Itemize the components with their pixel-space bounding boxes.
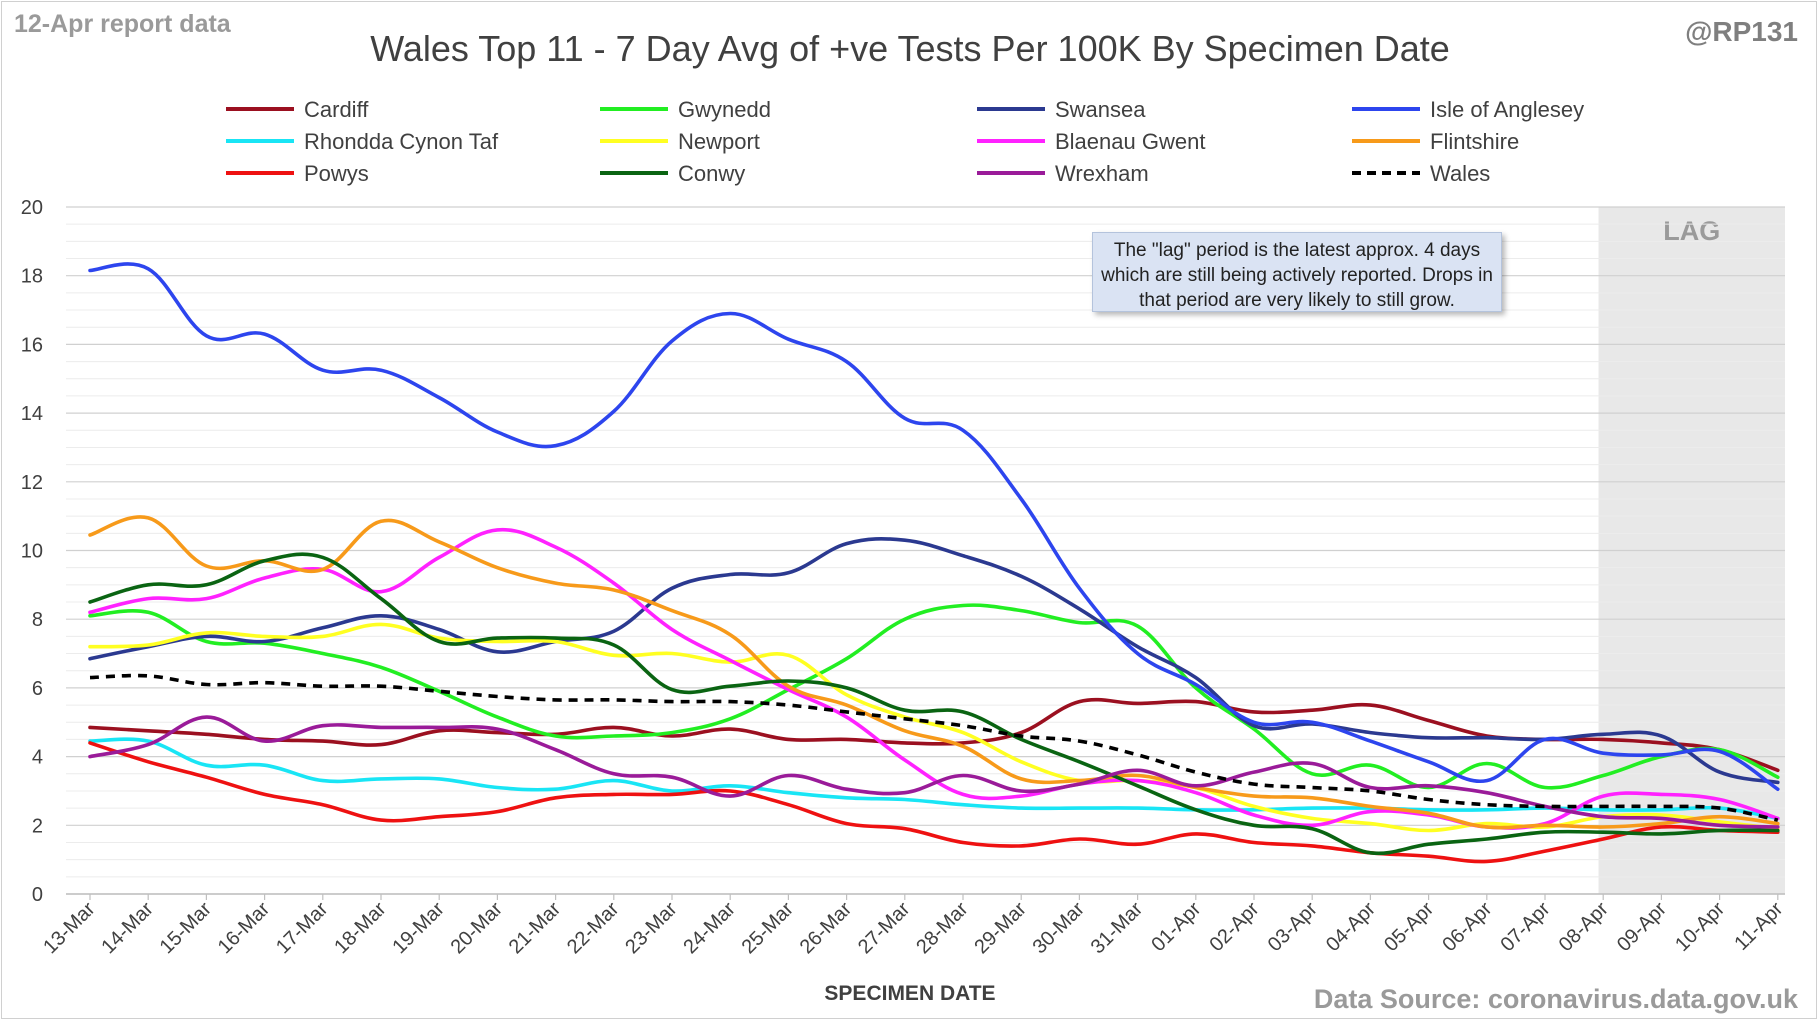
series-line-isle-of-anglesey bbox=[88, 262, 1780, 791]
y-tick-label: 10 bbox=[21, 541, 43, 563]
legend-label-rhondda-cynon-taf: Rhondda Cynon Taf bbox=[304, 129, 499, 154]
x-tick-label: 16-Mar bbox=[214, 898, 275, 959]
y-tick-label: 4 bbox=[32, 747, 43, 769]
series-line-flintshire bbox=[88, 515, 1780, 830]
x-tick-label: 05-Apr bbox=[1380, 898, 1438, 956]
legend-label-cardiff: Cardiff bbox=[304, 97, 369, 122]
x-tick-label: 20-Mar bbox=[447, 898, 508, 959]
y-tick-label: 2 bbox=[32, 815, 43, 837]
x-tick-label: 29-Mar bbox=[970, 898, 1031, 959]
x-tick-label: 14-Mar bbox=[97, 898, 158, 959]
x-tick-label: 06-Apr bbox=[1438, 898, 1496, 956]
x-tick-label: 08-Apr bbox=[1555, 898, 1613, 956]
x-tick-label: 27-Mar bbox=[854, 898, 915, 959]
report-date-label: 12-Apr report data bbox=[14, 10, 231, 38]
x-tick-label: 28-Mar bbox=[912, 898, 973, 959]
legend-label-isle-of-anglesey: Isle of Anglesey bbox=[1430, 97, 1584, 122]
legend-label-swansea: Swansea bbox=[1055, 97, 1146, 122]
y-tick-label: 12 bbox=[21, 472, 43, 494]
series-lines bbox=[88, 262, 1780, 864]
legend-label-newport: Newport bbox=[678, 129, 760, 154]
x-tick-label: 25-Mar bbox=[738, 898, 799, 959]
x-tick-label: 24-Mar bbox=[679, 898, 740, 959]
y-tick-label: 6 bbox=[32, 678, 43, 700]
x-tick-label: 10-Apr bbox=[1671, 898, 1729, 956]
series-line-conwy bbox=[88, 552, 1780, 856]
legend-label-blaenau-gwent: Blaenau Gwent bbox=[1055, 129, 1205, 154]
x-tick-label: 19-Mar bbox=[388, 898, 449, 959]
y-tick-label: 20 bbox=[21, 197, 43, 219]
y-tick-label: 18 bbox=[21, 266, 43, 288]
y-tick-label: 8 bbox=[32, 609, 43, 631]
x-tick-label: 01-Apr bbox=[1147, 898, 1205, 956]
x-tick-label: 13-Mar bbox=[39, 898, 100, 959]
x-axis-ticks: 13-Mar14-Mar15-Mar16-Mar17-Mar18-Mar19-M… bbox=[39, 894, 1788, 959]
series-line-powys bbox=[88, 741, 1780, 864]
y-axis-ticks: 0 2 4 6 8 10 12 14 16 18 20 bbox=[21, 197, 43, 906]
series-line-wrexham bbox=[88, 715, 1780, 829]
legend-label-conwy: Conwy bbox=[678, 161, 745, 186]
author-handle: @RP131 bbox=[1685, 16, 1798, 47]
x-tick-label: 09-Apr bbox=[1613, 898, 1671, 956]
data-source-label: Data Source: coronavirus.data.gov.uk bbox=[1313, 984, 1798, 1014]
x-tick-label: 02-Apr bbox=[1206, 898, 1264, 956]
series-line-swansea bbox=[88, 536, 1780, 785]
x-tick-label: 18-Mar bbox=[330, 898, 391, 959]
x-tick-label: 30-Mar bbox=[1029, 898, 1090, 959]
lag-note: The "lag" period is the latest approx. 4… bbox=[1092, 232, 1502, 312]
x-tick-label: 11-Apr bbox=[1730, 898, 1787, 955]
legend: Cardiff Gwynedd Swansea Isle of Anglesey Rho… bbox=[226, 97, 1584, 186]
x-tick-label: 26-Mar bbox=[796, 898, 857, 959]
chart-title: Wales Top 11 - 7 Day Avg of +ve Tests Pe… bbox=[370, 28, 1450, 69]
x-tick-label: 03-Apr bbox=[1264, 898, 1322, 956]
y-tick-label: 0 bbox=[32, 884, 43, 906]
gridlines bbox=[66, 206, 1785, 895]
x-tick-label: 23-Mar bbox=[621, 898, 682, 959]
series-line-rhondda-cynon-taf bbox=[88, 737, 1780, 821]
legend-label-flintshire: Flintshire bbox=[1430, 129, 1519, 154]
legend-label-wales: Wales bbox=[1430, 161, 1490, 186]
x-tick-label: 04-Apr bbox=[1322, 898, 1380, 956]
y-tick-label: 16 bbox=[21, 334, 43, 356]
x-tick-label: 17-Mar bbox=[272, 898, 333, 959]
x-tick-label: 31-Mar bbox=[1087, 898, 1148, 959]
y-tick-label: 14 bbox=[21, 403, 43, 425]
legend-label-powys: Powys bbox=[304, 161, 369, 186]
x-tick-label: 21-Mar bbox=[505, 898, 566, 959]
x-tick-label: 15-Mar bbox=[156, 898, 217, 959]
series-line-wales bbox=[89, 673, 1779, 822]
legend-label-gwynedd: Gwynedd bbox=[678, 97, 771, 122]
x-tick-label: 22-Mar bbox=[563, 898, 624, 959]
legend-label-wrexham: Wrexham bbox=[1055, 161, 1149, 186]
x-axis-title: SPECIMEN DATE bbox=[824, 982, 996, 1005]
series-line-gwynedd bbox=[88, 603, 1780, 790]
series-line-newport bbox=[88, 622, 1780, 833]
x-tick-label: 07-Apr bbox=[1497, 898, 1555, 956]
